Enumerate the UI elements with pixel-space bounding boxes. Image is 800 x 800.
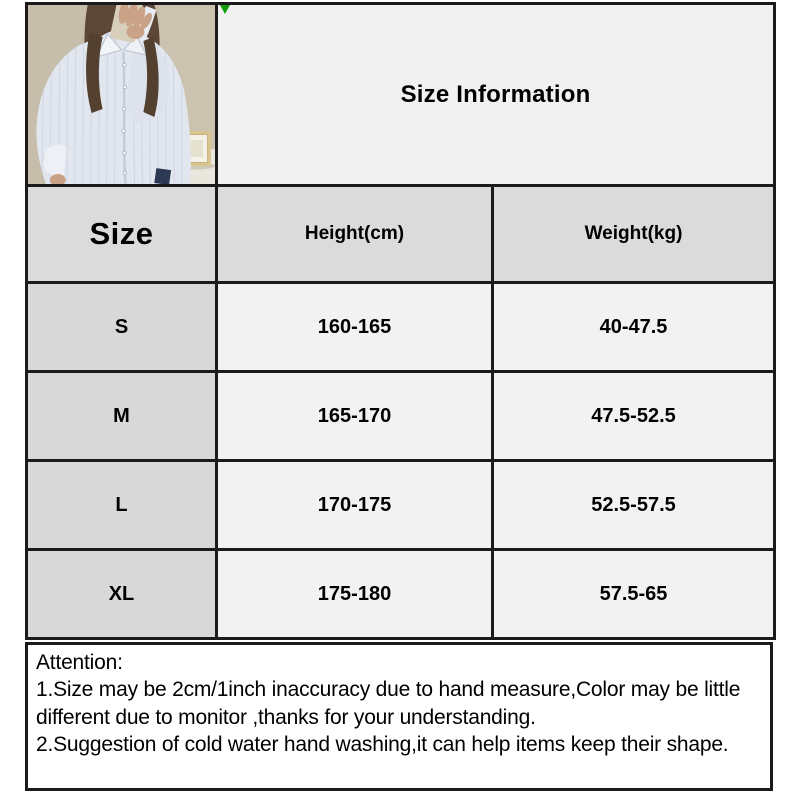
- height-value: 170-175: [215, 459, 494, 551]
- weight-value: 52.5-57.5: [490, 459, 777, 551]
- hair-strand-right: [143, 37, 159, 117]
- cell-corner-marker-icon: [220, 6, 230, 14]
- weight-value: 57.5-65: [490, 548, 777, 640]
- column-header-size: Size: [25, 184, 218, 284]
- shirt-cuff: [42, 144, 67, 177]
- attention-note: 1.Size may be 2cm/1inch inaccuracy due t…: [36, 678, 741, 729]
- shirt-buttons: [121, 62, 128, 176]
- product-photo-cell: [25, 2, 218, 187]
- model-hand: [118, 6, 153, 39]
- shirt-collar-right: [122, 35, 148, 56]
- size-label: L: [25, 459, 218, 551]
- top-row: Size Information: [25, 2, 777, 187]
- page-title: Size Information: [400, 80, 591, 108]
- weight-value: 40-47.5: [490, 281, 777, 373]
- attention-heading: Attention:: [36, 651, 123, 674]
- title-cell: Size Information: [214, 2, 777, 187]
- height-value: 165-170: [215, 370, 494, 462]
- column-header-height: Height(cm): [215, 184, 494, 284]
- height-value: 160-165: [215, 281, 494, 373]
- height-value: 175-180: [215, 548, 494, 640]
- size-label: S: [25, 281, 218, 373]
- size-table: Size Information Size Height(cm) Weight(…: [25, 2, 777, 640]
- table-row-s: S 160-165 40-47.5: [25, 281, 777, 373]
- hair-strand-left: [86, 33, 103, 113]
- table-row-l: L 170-175 52.5-57.5: [25, 459, 777, 551]
- size-label: M: [25, 370, 218, 462]
- model-hand-lower: [49, 174, 66, 183]
- sheet: Size Information Size Height(cm) Weight(…: [25, 2, 777, 791]
- attention-note: 2.Suggestion of cold water hand washing,…: [36, 732, 729, 756]
- size-label: XL: [25, 548, 218, 640]
- garment-tag: [154, 168, 172, 183]
- table-row-xl: XL 175-180 57.5-65: [25, 548, 777, 640]
- column-header-weight: Weight(kg): [490, 184, 777, 284]
- table-header-row: Size Height(cm) Weight(kg): [25, 184, 777, 284]
- product-photo: [29, 6, 214, 183]
- weight-value: 47.5-52.5: [490, 370, 777, 462]
- shirt-placket: [122, 51, 127, 183]
- shirt-collar-left: [95, 33, 123, 58]
- table-row-m: M 165-170 47.5-52.5: [25, 370, 777, 462]
- attention-box: Attention: 1.Size may be 2cm/1inch inacc…: [25, 642, 773, 791]
